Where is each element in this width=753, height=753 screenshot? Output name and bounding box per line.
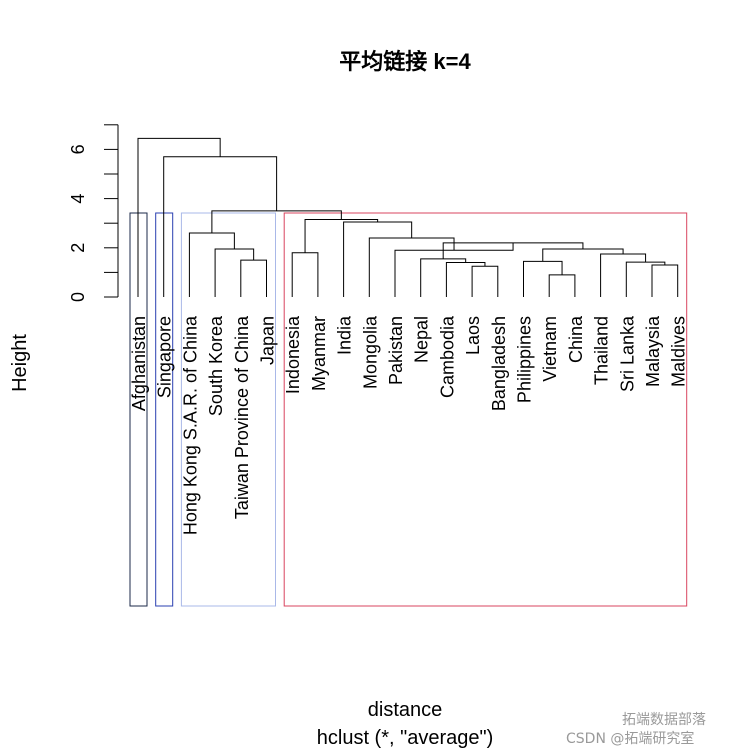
leaf-label-taiwan-province-of-china: Taiwan Province of China xyxy=(232,315,252,519)
y-tick-label: 6 xyxy=(68,144,88,154)
merge-philippines_group xyxy=(523,260,563,297)
leaf-label-laos: Laos xyxy=(463,316,483,355)
x-axis-label: distance xyxy=(368,699,443,721)
cluster-rect-4 xyxy=(283,212,688,607)
merge-pakistan_group xyxy=(394,242,514,297)
merge-mongolia_group xyxy=(368,237,455,297)
leaf-label-malaysia: Malaysia xyxy=(643,315,663,387)
merge-root xyxy=(137,137,221,297)
dendrogram-tree xyxy=(137,137,679,297)
leaf-label-myanmar: Myanmar xyxy=(309,316,329,391)
leaf-label-philippines: Philippines xyxy=(515,316,535,403)
y-tick-label: 4 xyxy=(68,194,88,204)
leaf-label-hong-kong-s-a-r-of-china: Hong Kong S.A.R. of China xyxy=(180,315,200,535)
leaf-label-india: India xyxy=(335,315,355,355)
leaf-label-pakistan: Pakistan xyxy=(386,316,406,385)
merge-taiwan_japan xyxy=(240,259,267,297)
merge-sea_group xyxy=(542,248,624,262)
merge-nepal_group xyxy=(420,258,467,297)
y-tick-label: 0 xyxy=(68,292,88,302)
merge-with_singapore xyxy=(163,156,278,297)
merge-korea_group xyxy=(214,248,255,297)
leaf-label-south-korea: South Korea xyxy=(206,315,226,416)
watermark-line1: 拓端数据部落 xyxy=(622,712,706,728)
merge-india_group xyxy=(343,221,413,297)
leaf-label-vietnam: Vietnam xyxy=(540,316,560,382)
leaf-label-bangladesh: Bangladesh xyxy=(489,316,509,411)
merge-malaysia_maldives xyxy=(651,264,679,297)
merge-asia_main xyxy=(304,219,379,253)
method-sublabel: hclust (*, "average") xyxy=(317,727,494,749)
leaf-label-maldives: Maldives xyxy=(669,316,689,387)
merge-asia_all xyxy=(211,210,342,234)
merge-srilanka_group xyxy=(625,261,666,297)
leaf-label-cambodia: Cambodia xyxy=(437,315,457,398)
leaf-label-mongolia: Mongolia xyxy=(360,315,380,389)
leaf-label-indonesia: Indonesia xyxy=(283,315,303,394)
y-tick-label: 2 xyxy=(68,243,88,253)
leaf-label-nepal: Nepal xyxy=(412,316,432,363)
merge-laos_bangladesh xyxy=(471,265,499,297)
leaf-label-china: China xyxy=(566,315,586,363)
merge-cambodia_group xyxy=(445,262,486,297)
leaf-labels: Afghanistan Singapore Hong Kong S.A.R. of … xyxy=(129,315,689,535)
y-axis: 0 2 4 6 xyxy=(68,124,119,302)
y-axis-label: Height xyxy=(9,334,31,392)
leaf-label-japan: Japan xyxy=(258,316,278,365)
leaf-label-sri-lanka: Sri Lanka xyxy=(617,315,637,392)
cluster-rect-3 xyxy=(180,212,276,607)
merge-thailand_group xyxy=(600,253,647,297)
merge-indonesia_myanmar xyxy=(291,252,319,297)
merge-east_asia xyxy=(188,232,235,297)
merge-vietnam_china xyxy=(548,274,576,297)
leaf-label-thailand: Thailand xyxy=(592,316,612,385)
watermark-line2: CSDN @拓端研究室 xyxy=(566,730,694,747)
leaf-label-afghanistan: Afghanistan xyxy=(129,316,149,411)
leaf-label-singapore: Singapore xyxy=(155,316,175,398)
chart-title: 平均链接 k=4 xyxy=(339,49,471,74)
